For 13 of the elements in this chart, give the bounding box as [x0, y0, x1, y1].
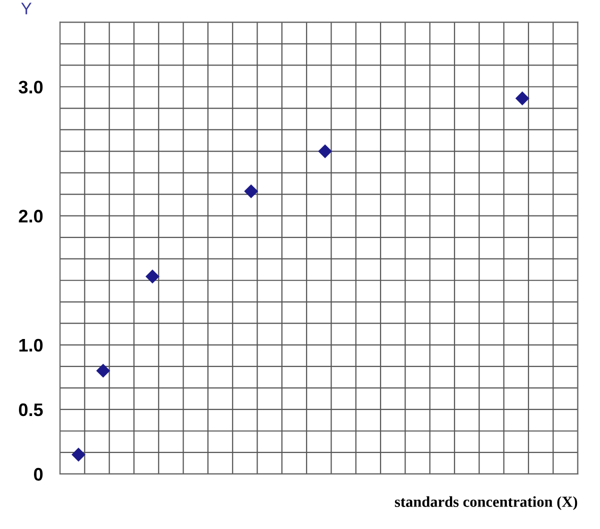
- y-tick-label: 0.5: [18, 403, 43, 416]
- point: [515, 91, 530, 106]
- point: [244, 184, 258, 198]
- y-tick-label: 2.0: [18, 210, 43, 223]
- y-tick-label: 1.0: [19, 338, 43, 352]
- x-axis-title: standards concentration (X): [394, 496, 578, 510]
- y-axis-title: Y: [21, 2, 32, 14]
- y-tick-label: 0: [34, 468, 43, 481]
- point: [146, 270, 160, 284]
- point: [72, 448, 86, 462]
- point: [318, 144, 332, 158]
- y-tick-label: 3.0: [18, 80, 43, 94]
- point: [96, 364, 110, 378]
